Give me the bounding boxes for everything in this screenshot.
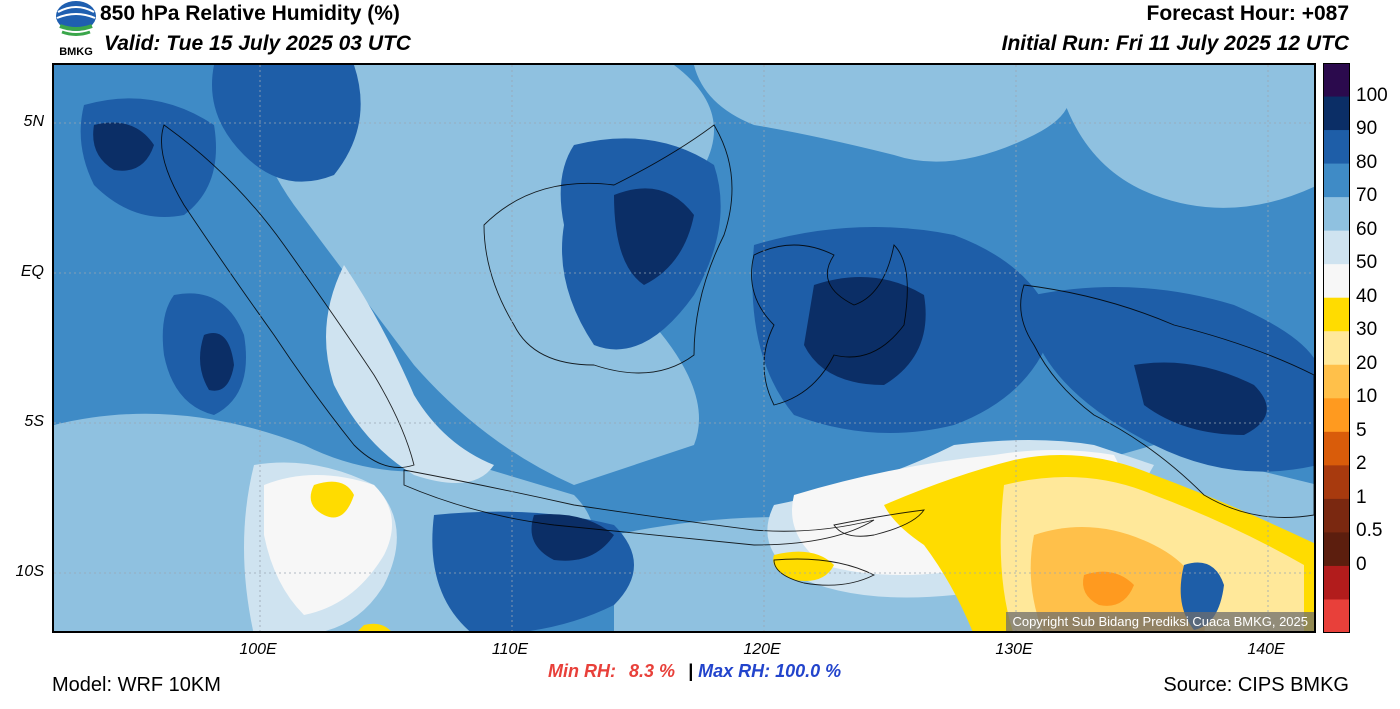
colorbar-label: 10 [1356,386,1378,408]
chart-title: 850 hPa Relative Humidity (%) [100,2,400,25]
initial-run: Initial Run: Fri 11 July 2025 12 UTC [1001,32,1349,55]
logo-text: BMKG [59,46,93,58]
min-rh-value: 8.3 % [629,661,676,681]
min-rh-label: Min RH: [548,661,616,681]
colorbar [1323,63,1350,633]
source-info: Source: CIPS BMKG [1163,674,1349,696]
colorbar-label: 100 [1356,84,1388,106]
colorbar-label: 60 [1356,218,1378,240]
model-info: Model: WRF 10KM [52,674,221,696]
colorbar-segment [1323,264,1350,299]
colorbar-label: 0 [1356,553,1367,575]
colorbar-segment [1323,197,1350,232]
stats-separator: | [688,661,694,681]
lat-label-eq: EQ [20,263,44,280]
colorbar-segment [1323,130,1350,165]
lat-label-10s: 10S [15,563,44,580]
copyright-note: Copyright Sub Bidang Prediksi Cuaca BMKG… [1006,612,1314,631]
rh-stats: Min RH: 8.3 % | Max RH: 100.0 % [548,661,841,682]
colorbar-segment [1323,230,1350,265]
colorbar-label: 50 [1356,252,1378,274]
colorbar-label: 80 [1356,151,1378,173]
colorbar-segment [1323,532,1350,567]
map-field [54,65,1314,631]
colorbar-segment [1323,297,1350,332]
colorbar-segment [1323,465,1350,500]
colorbar-label: 20 [1356,352,1378,374]
lon-label-140e: 140E [1247,641,1285,658]
lat-label-5s: 5S [24,413,44,430]
colorbar-segment [1323,565,1350,600]
max-rh-label: Max RH: [698,661,771,681]
colorbar-label: 1 [1356,486,1367,508]
colorbar-segment [1323,498,1350,533]
lon-label-130e: 130E [995,641,1033,658]
colorbar-label: 70 [1356,185,1378,207]
colorbar-segment [1323,599,1350,633]
max-rh-value: 100.0 % [775,661,842,681]
colorbar-label: 0.5 [1356,520,1383,542]
lon-label-110e: 110E [491,641,529,658]
colorbar-segment [1323,331,1350,366]
colorbar-segment [1323,431,1350,466]
colorbar-label: 40 [1356,285,1378,307]
lon-label-120e: 120E [743,641,781,658]
colorbar-label: 5 [1356,419,1367,441]
colorbar-label: 2 [1356,453,1367,475]
valid-time: Valid: Tue 15 July 2025 03 UTC [104,32,411,55]
lon-label-100e: 100E [239,641,277,658]
bmkg-logo [56,1,96,36]
forecast-hour: Forecast Hour: +087 [1146,2,1350,25]
colorbar-segment [1323,63,1350,98]
colorbar-label: 90 [1356,118,1378,140]
colorbar-segment [1323,398,1350,433]
colorbar-segment [1323,163,1350,198]
colorbar-segment [1323,364,1350,399]
colorbar-label: 30 [1356,319,1378,341]
humidity-map [52,63,1316,633]
lat-label-5n: 5N [23,113,44,130]
colorbar-segment [1323,96,1350,131]
